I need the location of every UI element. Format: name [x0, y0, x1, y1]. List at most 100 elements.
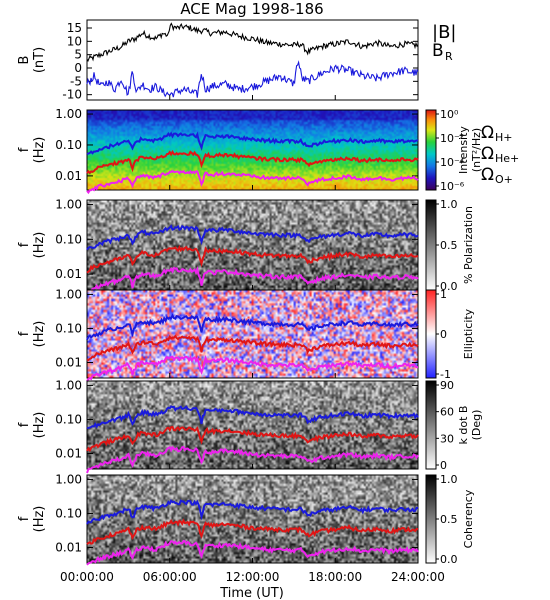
colorbar-label: k dot B	[457, 406, 470, 445]
gyro-line-He-plus	[86, 334, 419, 362]
gyro-line-H-plus	[86, 499, 419, 525]
gyro-line-He-plus	[86, 518, 419, 545]
colorbar-tick-label: 10⁰	[440, 108, 459, 121]
y-tick-label: -5	[70, 74, 82, 88]
y-axis-label: B	[17, 56, 32, 65]
colorbar-tick-label: 10⁻⁴	[440, 156, 465, 169]
panel-4: f (Hz) 1.00 0.10 0.01 1 0 -1 Ellipticity	[17, 287, 475, 382]
y-axis-unit-label: (Hz)	[32, 412, 47, 439]
gyro-legend-symbol: Ω	[481, 165, 494, 185]
y-tick-label: 0.01	[55, 355, 82, 369]
gyro-line-O-plus	[86, 445, 419, 474]
gyro-line-H-plus	[86, 131, 419, 155]
legend-b-radial: B	[432, 41, 444, 61]
y-axis-unit-label: (Hz)	[32, 137, 47, 164]
x-tick-label: 18:00:00	[308, 570, 362, 584]
y-tick-label: 0.10	[55, 506, 82, 520]
colorbar-tick-label: -1	[440, 368, 451, 381]
gyro-line-H-plus	[86, 405, 419, 430]
colorbar-tick-label: 10⁻²	[440, 132, 464, 145]
x-tick-label: 00:00:00	[60, 570, 114, 584]
gyro-line-O-plus	[86, 169, 419, 195]
colorbar-tick-label: 0	[440, 328, 447, 341]
y-axis-label: f	[17, 516, 32, 521]
colorbar-unit-label: (nT²/Hz)	[470, 128, 483, 172]
gyro-legend-subscript: O+	[495, 173, 513, 186]
colorbar	[425, 199, 437, 291]
series-b-radial	[86, 60, 419, 98]
x-axis-label: Time (UT)	[219, 586, 284, 600]
y-tick-label: 1.00	[55, 472, 82, 486]
y-axis-unit-label: (Hz)	[32, 506, 47, 533]
y-tick-label: 10	[67, 34, 82, 48]
colorbar	[425, 109, 437, 191]
y-axis-label: f	[17, 147, 32, 152]
y-tick-label: 0.10	[55, 138, 82, 152]
y-axis-label: f	[17, 422, 32, 427]
series-b-magnitude	[86, 22, 419, 63]
y-tick-label: 0.01	[55, 540, 82, 554]
y-axis-unit-label: (Hz)	[32, 232, 47, 259]
y-tick-label: 1.00	[55, 378, 82, 392]
legend-b-magnitude: |B|	[432, 22, 456, 43]
gyro-line-He-plus	[86, 149, 419, 175]
gyro-line-He-plus	[86, 425, 419, 453]
gyro-legend-subscript: He+	[495, 152, 519, 165]
colorbar-unit-label: (Deg)	[470, 410, 483, 441]
y-axis-unit-label: (Hz)	[32, 321, 47, 348]
y-tick-label: 0.01	[55, 169, 82, 183]
colorbar-tick-label: 0.5	[440, 513, 458, 526]
y-axis-label: f	[17, 331, 32, 336]
colorbar-tick-label: 60	[440, 406, 454, 419]
y-axis-label: f	[17, 242, 32, 247]
panel-6: f (Hz) 1.00 0.10 0.01 1.0 0.5 0.0 Coherency	[17, 472, 475, 566]
y-axis-unit-label: (nT)	[32, 47, 47, 73]
panel-3: f (Hz) 1.00 0.10 0.01 1.0 0.5 0.0 % Polarization	[17, 198, 475, 293]
x-tick-label: 24:00:00	[391, 570, 445, 584]
gyro-line-O-plus	[86, 265, 419, 293]
gyro-line-H-plus	[86, 313, 419, 341]
colorbar	[425, 474, 437, 564]
y-tick-label: 1.00	[55, 198, 82, 212]
colorbar	[425, 289, 437, 379]
colorbar-tick-label: 0.0	[440, 553, 458, 566]
legend-b-radial-subscript: R	[445, 50, 453, 63]
y-tick-label: 0.01	[55, 446, 82, 460]
colorbar-tick-label: 1	[440, 288, 447, 301]
colorbar-label: Coherency	[462, 489, 475, 548]
colorbar	[425, 380, 437, 470]
colorbar-label: Ellipticity	[462, 308, 475, 359]
y-tick-label: 0.01	[55, 267, 82, 281]
colorbar-tick-label: 30	[440, 432, 454, 445]
panel-5: f (Hz) 1.00 0.10 0.01 90 60 30 0 k dot B (Deg)	[17, 378, 483, 474]
gyro-legend-symbol: Ω	[481, 144, 494, 164]
colorbar-tick-label: 0	[440, 459, 447, 472]
gyro-legend-subscript: H+	[495, 131, 513, 144]
gyro-line-H-plus	[86, 224, 419, 251]
colorbar-label: % Polarization	[462, 206, 475, 284]
colorbar-tick-label: 1.0	[440, 473, 458, 486]
y-tick-label: 0	[74, 61, 82, 75]
colorbar-tick-label: 10⁻⁶	[440, 180, 465, 193]
y-tick-label: 5	[74, 48, 82, 62]
colorbar-tick-label: 90	[440, 379, 454, 392]
chart-title: ACE Mag 1998-186	[180, 0, 323, 18]
y-tick-label: 1.00	[55, 107, 82, 121]
gyro-line-O-plus	[86, 354, 419, 382]
y-tick-label: 0.10	[55, 412, 82, 426]
y-tick-label: -10	[62, 88, 82, 102]
y-tick-label: 15	[67, 21, 82, 35]
y-tick-label: 0.10	[55, 232, 82, 246]
time-axis: 00:00:00 06:00:00 12:00:00 18:00:00 24:00:00	[60, 95, 445, 584]
y-tick-label: 1.00	[55, 287, 82, 301]
y-tick-label: 0.10	[55, 321, 82, 335]
gyro-line-He-plus	[86, 244, 419, 274]
gyro-legend-symbol: Ω	[481, 123, 494, 143]
colorbar-tick-label: 1.0	[440, 198, 458, 211]
x-tick-label: 12:00:00	[226, 570, 280, 584]
gyro-line-O-plus	[86, 539, 419, 566]
colorbar-tick-label: 0.0	[440, 280, 458, 293]
